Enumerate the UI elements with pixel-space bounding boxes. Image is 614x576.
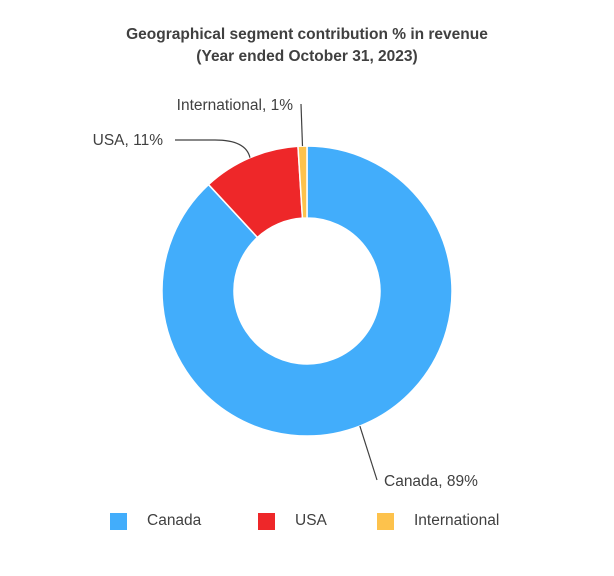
legend-item-international: International <box>377 512 499 530</box>
legend-swatch-international <box>377 512 394 530</box>
legend-swatch-usa <box>258 512 275 530</box>
leader-lines <box>175 103 378 481</box>
legend-swatch-canada <box>110 512 127 530</box>
chart-title: Geographical segment contribution % in r… <box>126 26 488 43</box>
chart-title-block: Geographical segment contribution % in r… <box>0 24 614 68</box>
legend-label-usa: USA <box>295 512 327 529</box>
donut-chart: Canada, 89% USA, 11% International, 1% <box>93 97 479 490</box>
data-label-canada: Canada, 89% <box>384 473 478 490</box>
legend-label-international: International <box>414 512 500 529</box>
data-label-international: International, 1% <box>177 97 294 114</box>
donut-slices <box>161 145 453 437</box>
chart-subtitle: (Year ended October 31, 2023) <box>196 48 418 65</box>
legend-label-canada: Canada <box>147 512 202 529</box>
data-labels: Canada, 89% USA, 11% International, 1% <box>93 97 479 490</box>
data-label-usa: USA, 11% <box>93 132 164 149</box>
legend-item-usa: USA <box>258 512 327 530</box>
leader-line-international <box>300 103 304 147</box>
slice-canada <box>161 145 453 437</box>
legend-item-canada: Canada <box>110 512 201 530</box>
leader-line-canada <box>359 425 378 481</box>
leader-line-usa <box>175 139 251 158</box>
slice-international <box>297 145 308 219</box>
